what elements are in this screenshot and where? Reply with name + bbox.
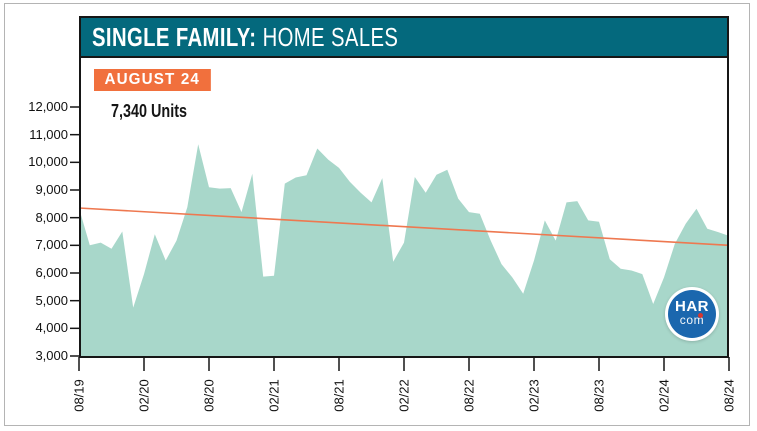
x-tick-label: 02/20: [136, 379, 152, 412]
har-logo-red-dot-icon: [698, 313, 703, 318]
page-border: [4, 3, 750, 426]
y-tick-label: 3,000: [35, 348, 68, 363]
month-badge: AUGUST 24: [94, 69, 211, 91]
units-value: 7,340 Units: [111, 101, 188, 121]
trend-line: [78, 207, 730, 247]
y-tick-label: 5,000: [35, 292, 68, 308]
x-tick-label: 08/23: [591, 379, 607, 412]
y-tick-label: 9,000: [35, 181, 68, 197]
har-logo-circle: HAR com: [668, 290, 716, 338]
x-tick-label: 08/21: [331, 379, 347, 412]
x-tick-label: 08/19: [71, 379, 87, 412]
y-tick-label: 11,000: [29, 126, 68, 142]
har-logo-com-text: com: [679, 313, 705, 327]
y-tick-label: 4,000: [35, 320, 68, 336]
y-tick-label: 6,000: [35, 264, 68, 280]
x-tick-label: 02/22: [396, 379, 412, 412]
x-tick-label: 08/20: [201, 379, 217, 412]
y-tick-label: 7,000: [35, 237, 68, 253]
har-logo[interactable]: HAR com: [665, 287, 719, 341]
x-tick-label: 02/23: [526, 379, 542, 412]
y-tick-label: 10,000: [28, 154, 68, 170]
har-logo-text: HAR: [675, 298, 709, 315]
y-tick-label: 12,000: [28, 98, 68, 114]
x-tick-label: 02/24: [656, 379, 672, 412]
sales-area-series: [79, 144, 729, 356]
x-tick-label: 08/24: [721, 379, 737, 412]
x-tick-label: 08/22: [461, 379, 477, 412]
x-tick-label: 02/21: [266, 379, 282, 412]
y-tick-label: 8,000: [35, 209, 68, 225]
